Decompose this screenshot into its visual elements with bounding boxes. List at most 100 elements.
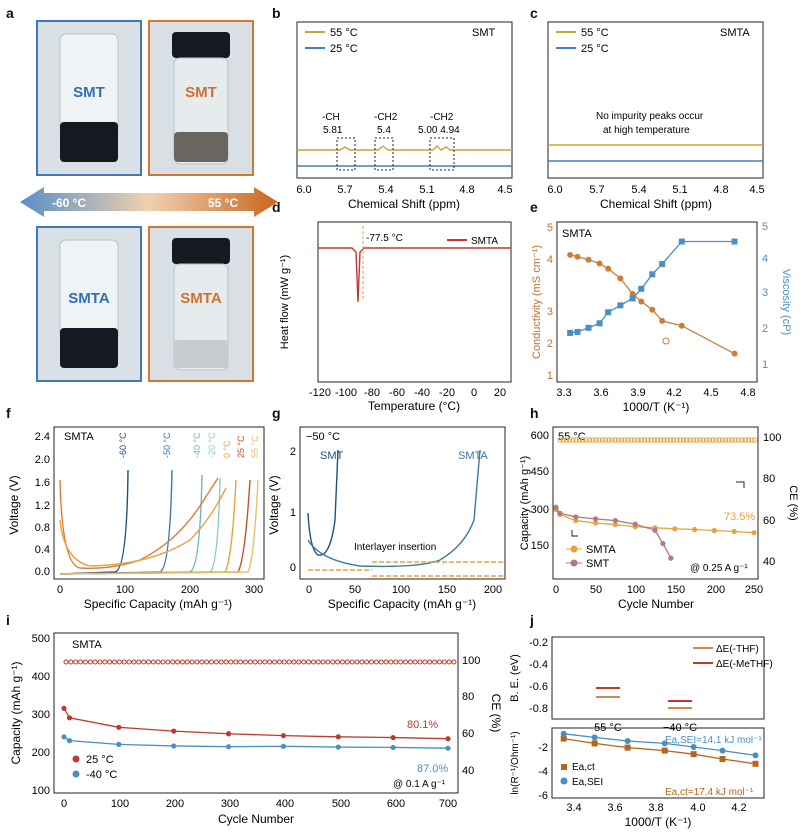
h-ce-point [628, 437, 635, 443]
j-data-point [591, 740, 598, 747]
panel-d-frame [317, 221, 512, 383]
panel-f-temp: 55 °C [250, 435, 260, 458]
conductivity-point [638, 298, 645, 305]
panel-e: SMTA 1 2 3 4 5 1 2 3 4 5 Conductivity (m… [531, 221, 792, 414]
h-ce-point [723, 437, 729, 443]
i-ce-point [373, 659, 379, 665]
i-ce-point [78, 659, 84, 665]
panel-b-xtick: 5.4 [378, 184, 393, 196]
i-ce-point [155, 659, 161, 665]
h-data-point [660, 540, 666, 547]
viscosity-point [638, 285, 645, 292]
h-ce-point [654, 437, 661, 443]
panel-b-xtick: 4.8 [459, 184, 474, 196]
i-ce-point [160, 659, 166, 665]
panel-letter-a: a [6, 5, 14, 21]
h-ce-point [567, 437, 573, 443]
i-ce-point [330, 659, 336, 665]
panel-g-ytick: 0 [290, 562, 296, 574]
h-ce-point [619, 437, 625, 443]
vial-label-3: SMTA [68, 290, 110, 307]
h-ce-point [589, 437, 596, 443]
panel-h-ytick-left: 150 [531, 540, 549, 552]
h-ce-point [557, 437, 563, 443]
j-data-point [690, 744, 697, 750]
i-data-point [61, 705, 67, 711]
i-ce-point [87, 659, 93, 665]
panel-f-temp: 0 °C [222, 440, 232, 458]
i-ce-point [136, 659, 142, 665]
h-ce-point [645, 437, 651, 443]
j-data-point [560, 730, 567, 737]
panel-e-frame [556, 221, 758, 383]
j-data-point [690, 751, 697, 758]
i-ce-point [412, 659, 418, 665]
conductivity-point [649, 306, 656, 313]
panel-c-note-1: No impurity peaks occur [596, 111, 704, 122]
panel-b-legend-55: 55 °C [330, 27, 358, 39]
i-ce-point [257, 659, 263, 665]
panel-h-xtick: 150 [667, 584, 685, 596]
panel-j-legend-methf: ΔE(-MeTHF) [716, 659, 773, 670]
i-ce-point [63, 659, 69, 665]
panel-f-ytick: 0.0 [35, 566, 50, 578]
i-data-point [390, 744, 396, 751]
i-ce-point [315, 659, 321, 665]
panel-e-xtick: 3.3 [556, 387, 571, 399]
panel-g-xtick: 200 [484, 584, 502, 596]
panel-h-xtick: 50 [590, 584, 602, 596]
i-ce-point [218, 659, 224, 665]
panel-j-top-ytick: -0.8 [529, 703, 548, 715]
j-data-point [661, 747, 668, 754]
panel-e-ytick-right: 3 [762, 287, 768, 299]
i-ce-point [242, 659, 248, 665]
panel-h-xtick: 200 [707, 584, 725, 596]
panel-b-tag: SMT [472, 27, 496, 39]
panel-i-xtick: 100 [111, 798, 129, 810]
vial-photo-smta-hot: SMTA [148, 226, 254, 382]
panel-letter-g: g [272, 405, 281, 421]
panel-j-xlabel: 1000/T (K⁻¹) [625, 815, 692, 829]
panel-e-tag: SMTA [562, 228, 592, 240]
peak-shift-3: 5.00 4.94 [418, 125, 460, 136]
panel-j-top-ytick: -0.4 [529, 659, 548, 671]
panel-i-ytick-left: 500 [32, 633, 50, 645]
h-data-point [652, 527, 658, 533]
dsc-curve [318, 247, 511, 303]
i-ce-point [238, 659, 244, 665]
panel-d-ylabel: Heat flow (mW g⁻¹) [279, 255, 291, 349]
i-ce-point [194, 659, 200, 665]
h-ce-point [635, 437, 641, 443]
panel-c-legend-55: 55 °C [581, 27, 609, 39]
i-ce-point [446, 659, 452, 665]
panel-h-ytick-right: 80 [763, 473, 775, 485]
h-data-point [668, 555, 674, 561]
panel-i-xtick: 700 [439, 798, 457, 810]
h-ce-point [560, 437, 566, 443]
panel-j-legend-ct: Ea,ct [572, 762, 595, 773]
h-ce-point [612, 437, 618, 443]
panel-f-ytick: 2.4 [35, 431, 50, 443]
panel-h-ytick-right: 40 [763, 556, 775, 568]
conductivity-line [569, 254, 735, 355]
panel-g: −50 °C SMT SMTA Interlayer insertion 0 1… [267, 426, 506, 611]
panel-e-ytick-left: 4 [547, 254, 553, 266]
panel-i: SMTA 80.1% 87.0% @ 0.1 A g⁻¹ 25 °C -40 °… [9, 632, 503, 826]
panel-e-ylabel-left: Conductivity (mS cm⁻¹) [531, 245, 543, 359]
panel-g-xtick: 150 [438, 584, 456, 596]
i-ce-point [286, 659, 292, 665]
h-data-point [632, 521, 638, 527]
panel-h-retention: 73.5% [724, 511, 755, 523]
panel-f-ylabel: Voltage (V) [7, 475, 21, 534]
i-ce-point [407, 659, 413, 665]
panel-j-legend-thf: ΔE(-THF) [716, 644, 759, 655]
i-ce-point [267, 659, 273, 665]
panel-g-tag: −50 °C [306, 431, 340, 443]
i-ce-point [68, 659, 74, 665]
panel-j-legend-sei: Ea,SEI [572, 777, 603, 788]
h-ce-point [573, 437, 579, 443]
i-ce-point [121, 659, 127, 665]
panel-j-bottom-ylabel: ln(R⁻¹/Ohm⁻¹) [510, 731, 521, 794]
panel-f-ytick: 1.2 [35, 500, 50, 512]
